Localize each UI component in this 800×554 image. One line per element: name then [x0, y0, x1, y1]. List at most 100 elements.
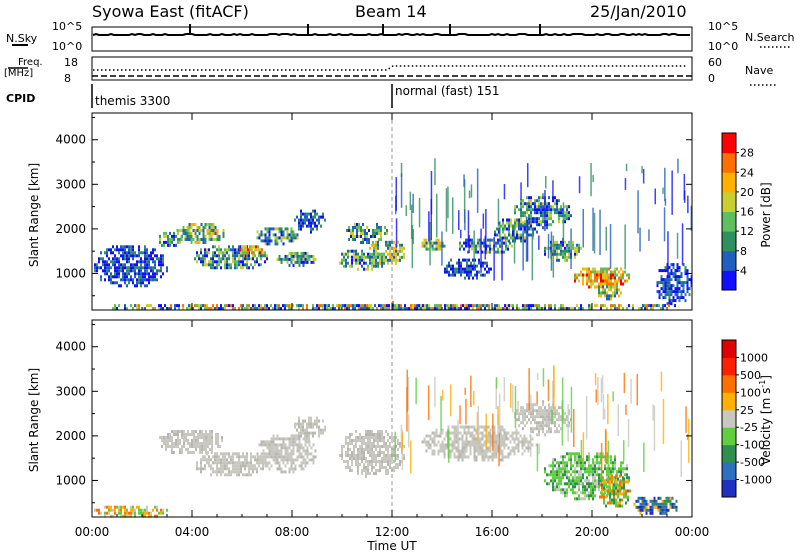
echo-cell — [467, 250, 469, 254]
echo-cell — [475, 428, 478, 432]
echo-cell — [150, 269, 152, 273]
echo-cell — [524, 214, 526, 218]
echo-cell — [369, 246, 371, 250]
echo-cell — [375, 439, 377, 442]
freq-right-tick-top: 60 — [708, 56, 722, 69]
echo-cell — [179, 439, 181, 442]
echo-cell — [536, 208, 538, 212]
echo-cell — [347, 252, 349, 256]
echo-cell — [347, 261, 349, 265]
echo-cell — [392, 304, 394, 308]
echo-streak — [407, 376, 410, 411]
echo-cell — [114, 254, 116, 258]
echo-cell — [501, 458, 504, 462]
echo-cell — [191, 451, 193, 454]
echo-cell — [126, 251, 128, 255]
echo-cell — [204, 464, 206, 468]
echo-cell — [144, 511, 146, 515]
echo-streak — [648, 229, 650, 241]
echo-cell — [274, 227, 277, 231]
echo-cell — [184, 229, 187, 232]
echo-cell — [671, 505, 674, 509]
echo-cell — [136, 307, 138, 311]
echo-cell — [296, 236, 299, 240]
echo-cell — [546, 412, 548, 416]
echo-cell — [124, 514, 126, 518]
echo-cell — [242, 461, 244, 465]
echo-cell — [534, 403, 536, 407]
echo-cell — [632, 304, 634, 308]
echo-cell — [184, 232, 187, 235]
echo-cell — [518, 221, 520, 225]
echo-cell — [601, 483, 603, 487]
echo-cell — [513, 449, 516, 453]
echo-cell — [165, 234, 167, 238]
echo-cell — [304, 428, 306, 432]
echo-cell — [294, 254, 297, 258]
echo-cell — [286, 449, 289, 453]
echo-cell — [144, 254, 146, 258]
echo-cell — [148, 254, 150, 258]
echo-cell — [266, 239, 269, 243]
echo-cell — [511, 446, 514, 450]
echo-cell — [602, 279, 604, 283]
echo-cell — [671, 496, 674, 500]
echo-cell — [300, 257, 303, 261]
echo-streak — [550, 231, 553, 271]
echo-cell — [354, 235, 356, 238]
echo-cell — [167, 442, 169, 445]
y-tick-label: 2000 — [55, 222, 86, 236]
echo-cell — [582, 473, 584, 477]
echo-streak — [604, 428, 607, 464]
echo-cell — [635, 499, 638, 503]
echo-cell — [517, 443, 520, 447]
echo-cell — [552, 220, 554, 224]
echo-cell — [246, 455, 248, 459]
freq-label-line1: Freq. — [18, 57, 43, 68]
echo-cell — [262, 452, 265, 456]
echo-cell — [427, 443, 430, 447]
echo-cell — [195, 442, 197, 445]
echo-cell — [361, 255, 363, 259]
echo-cell — [206, 458, 208, 462]
echo-cell — [598, 473, 600, 477]
echo-streak — [600, 443, 603, 484]
echo-cell — [550, 208, 552, 212]
colorbar-tick-label: 28 — [740, 147, 754, 160]
echo-cell — [240, 251, 242, 255]
echo-cell — [550, 473, 552, 477]
echo-cell — [385, 249, 387, 253]
echo-cell — [531, 443, 534, 447]
echo-cell — [617, 489, 619, 493]
echo-cell — [379, 252, 381, 256]
echo-cell — [128, 514, 130, 518]
echo-cell — [544, 479, 546, 483]
echo-cell — [540, 196, 542, 200]
echo-cell — [433, 431, 436, 435]
echo-cell — [238, 251, 240, 255]
echo-cell — [481, 446, 484, 450]
echo-streak — [412, 193, 414, 213]
echo-cell — [568, 424, 570, 428]
echo-cell — [536, 433, 538, 437]
echo-cell — [146, 248, 148, 252]
echo-cell — [369, 433, 371, 436]
echo-cell — [268, 452, 271, 456]
echo-cell — [517, 440, 520, 444]
echo-cell — [439, 449, 442, 453]
echo-streak — [641, 166, 643, 174]
echo-cell — [212, 254, 214, 258]
echo-cell — [367, 448, 369, 451]
echo-cell — [592, 279, 594, 283]
echo-cell — [498, 304, 500, 308]
echo-cell — [294, 236, 297, 240]
echo-cell — [377, 460, 379, 463]
x-tick-label: 20:00 — [575, 525, 610, 539]
echo-cell — [389, 463, 391, 466]
echo-streak — [562, 202, 565, 243]
echo-cell — [276, 467, 279, 471]
echo-cell — [516, 236, 518, 240]
echo-cell — [598, 464, 600, 468]
echo-cell — [622, 461, 624, 465]
